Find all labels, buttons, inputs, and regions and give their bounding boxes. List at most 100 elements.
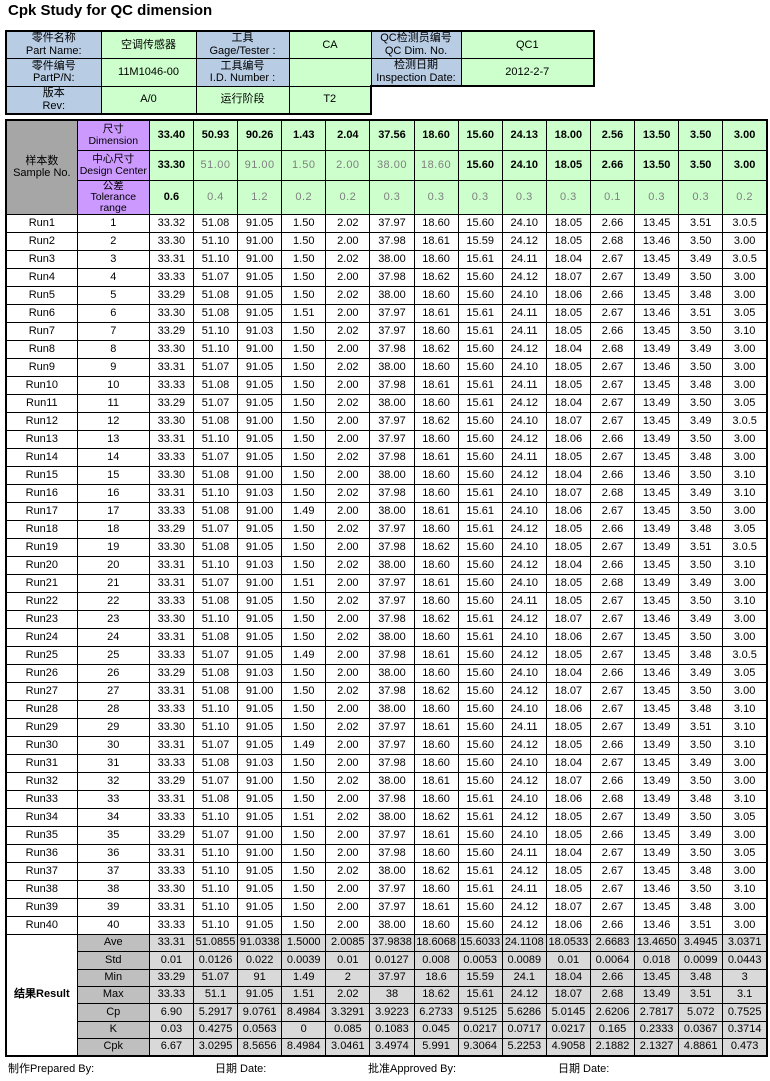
measurement-cell: 33.30 [148, 880, 194, 900]
measurement-cell: 24.10 [501, 754, 547, 774]
measurement-cell: 1.50 [281, 412, 327, 432]
measurement-cell: 3.10 [722, 466, 768, 486]
measurement-cell: 2.67 [589, 808, 636, 828]
result-value-cell: 0.03 [148, 1020, 194, 1039]
result-value-cell: 4.8861 [678, 1037, 724, 1057]
measurement-cell: 1.50 [281, 916, 327, 936]
measurement-cell: 2.68 [589, 340, 636, 360]
measurement-cell: 2.66 [589, 772, 636, 792]
sample-no: 14 [76, 448, 150, 468]
measurement-cell: 24.11 [501, 304, 547, 324]
measurement-cell: 33.29 [148, 286, 194, 306]
page-title: Cpk Study for QC dimension [8, 2, 213, 19]
result-value-cell: 0.0717 [501, 1020, 547, 1039]
table-row: Run12 12 33.30 51.08 91.00 1.50 2.00 37.97 18.62… [5, 412, 768, 432]
measurement-cell: 18.07 [545, 898, 591, 918]
measurement-cell: 3.50 [678, 682, 724, 702]
measurement-cell: 18.60 [413, 880, 459, 900]
measurement-cell: 3.00 [722, 286, 768, 306]
sample-no: 30 [76, 736, 150, 756]
measurement-cell: 51.10 [192, 718, 239, 738]
measurement-cell: 37.98 [369, 610, 415, 630]
sample-no: 6 [76, 304, 150, 324]
result-value-cell: 0.0039 [281, 951, 327, 970]
measurement-cell: 18.05 [545, 376, 591, 396]
measurement-cell: 38.00 [369, 556, 415, 576]
measurement-cell: 3.10 [722, 322, 768, 342]
table-row: Run10 10 33.33 51.08 91.05 1.50 2.00 37.98 18.61… [5, 376, 768, 396]
measurement-cell: 13.45 [634, 592, 680, 612]
table-row: Run26 26 33.29 51.08 91.03 1.50 2.00 38.00 18.60… [5, 664, 768, 684]
measurement-cell: 33.30 [148, 340, 194, 360]
measurement-cell: 51.08 [192, 754, 239, 774]
result-value-cell: 9.0761 [237, 1003, 283, 1022]
result-value-cell: 1.5000 [281, 934, 327, 953]
info-value-cell: 空调传感器 [100, 30, 197, 59]
measurement-cell: 3.50 [678, 592, 724, 612]
measurement-cell: 24.10 [501, 358, 547, 378]
measurement-cell: 1.49 [281, 502, 327, 522]
measurement-cell: 24.11 [501, 592, 547, 612]
sample-no: 1 [76, 214, 150, 234]
measurement-cell: 33.31 [148, 628, 194, 648]
measurement-cell: 33.31 [148, 358, 194, 378]
measurement-cell: 18.04 [545, 466, 591, 486]
measurement-cell: 2.66 [589, 826, 636, 846]
result-value-cell: 0.0217 [457, 1020, 503, 1039]
result-value-cell: 5.2917 [192, 1003, 239, 1022]
measurement-cell: 18.07 [545, 610, 591, 630]
table-row: Run37 37 33.33 51.10 91.05 1.50 2.02 38.00 18.62… [5, 862, 768, 882]
measurement-cell: 24.10 [501, 664, 547, 684]
measurement-cell: 37.98 [369, 646, 415, 666]
measurement-cell: 18.60 [413, 700, 459, 720]
measurement-cell: 3.51 [678, 304, 724, 324]
measurement-cell: 37.97 [369, 214, 415, 234]
measurement-cell: 91.03 [237, 664, 283, 684]
measurement-cell: 15.61 [457, 790, 503, 810]
result-value-cell: 33.31 [148, 934, 194, 953]
measurement-cell: 91.00 [237, 340, 283, 360]
measurement-cell: 24.10 [501, 574, 547, 594]
measurement-cell: 33.31 [148, 844, 194, 864]
measurement-cell: 18.05 [545, 646, 591, 666]
measurement-cell: 15.60 [457, 268, 503, 288]
result-value-cell: 24.1 [501, 968, 547, 987]
measurement-cell: 2.02 [325, 772, 371, 792]
measurement-cell: 13.45 [634, 700, 680, 720]
measurement-cell: 13.46 [634, 466, 680, 486]
measurement-cell: 15.61 [457, 484, 503, 504]
measurement-cell: 18.60 [413, 844, 459, 864]
measurement-cell: 38.00 [369, 664, 415, 684]
measurement-cell: 2.66 [589, 322, 636, 342]
measurement-cell: 2.67 [589, 250, 636, 270]
measurement-cell: 3.50 [678, 844, 724, 864]
measurement-cell: 13.46 [634, 610, 680, 630]
measurement-cell: 2.66 [589, 556, 636, 576]
measurement-cell: 18.62 [413, 268, 459, 288]
spec-value-cell: 24.10 [501, 150, 547, 181]
measurement-cell: 91.05 [237, 592, 283, 612]
measurement-cell: 15.60 [457, 466, 503, 486]
spec-value-cell: 3.00 [722, 119, 768, 151]
measurement-cell: 33.29 [148, 322, 194, 342]
measurement-cell: 51.10 [192, 844, 239, 864]
result-row-label: K [76, 1020, 150, 1039]
measurement-cell: 33.33 [148, 592, 194, 612]
measurement-cell: 13.49 [634, 736, 680, 756]
measurement-cell: 13.45 [634, 412, 680, 432]
measurement-cell: 38.00 [369, 466, 415, 486]
spec-value-cell: 2.66 [589, 150, 636, 181]
measurement-cell: 15.61 [457, 250, 503, 270]
measurement-cell: 18.60 [413, 322, 459, 342]
measurement-cell: 33.30 [148, 538, 194, 558]
measurement-cell: 33.30 [148, 610, 194, 630]
info-empty-area [461, 86, 594, 114]
measurement-cell: 3.50 [678, 268, 724, 288]
result-value-cell: 0.045 [413, 1020, 459, 1039]
measurement-cell: 18.60 [413, 556, 459, 576]
measurement-cell: 37.98 [369, 376, 415, 396]
measurement-cell: 37.98 [369, 682, 415, 702]
measurement-cell: 3.00 [722, 358, 768, 378]
result-value-cell: 2.6683 [589, 934, 636, 953]
measurement-cell: 91.05 [237, 376, 283, 396]
